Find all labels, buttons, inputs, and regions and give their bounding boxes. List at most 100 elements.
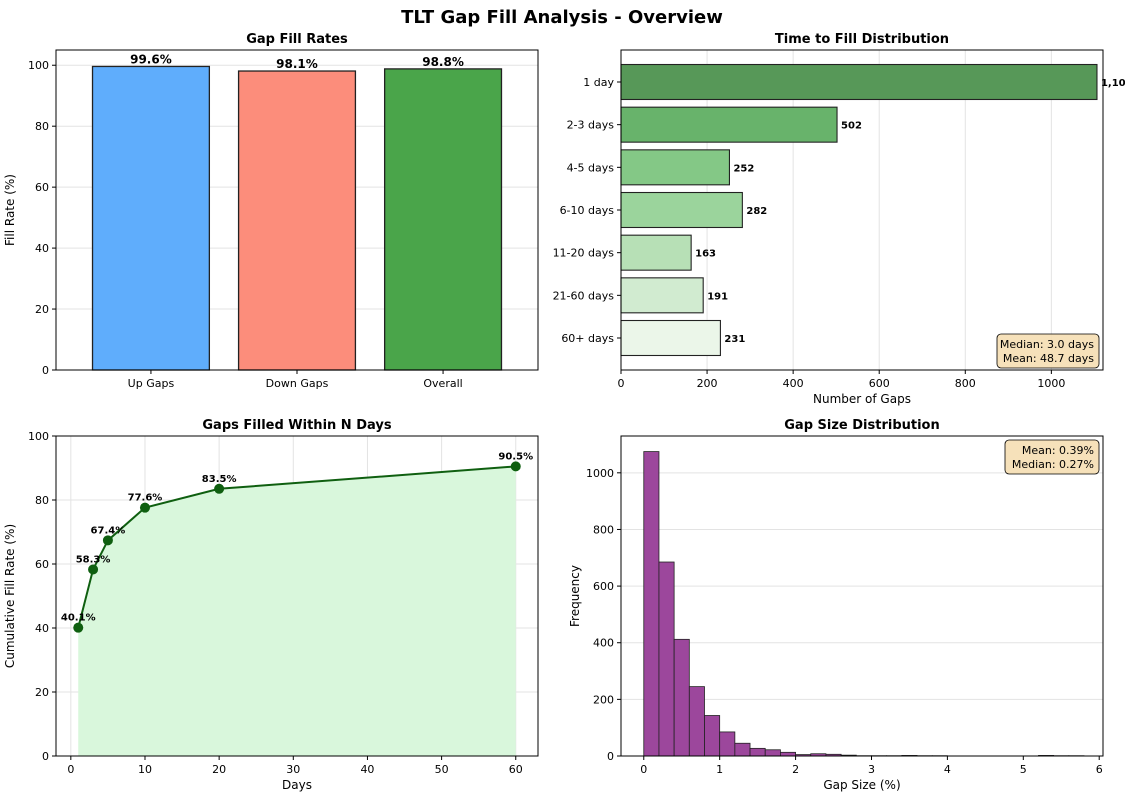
- histogram-bar: [658, 561, 675, 757]
- area-fill: [78, 466, 516, 756]
- point-data-label: 77.6%: [128, 493, 163, 504]
- histogram-bar: [780, 751, 796, 757]
- x-tick-label: 0: [67, 763, 74, 776]
- y-tick-label: 80: [35, 120, 49, 133]
- bar-data-label: 163: [695, 249, 716, 260]
- x-tick-label: Up Gaps: [128, 377, 175, 390]
- y-tick-label: 80: [35, 494, 49, 507]
- y-tick-label: 40: [35, 622, 49, 635]
- y-tick-label: 0: [42, 750, 49, 763]
- y-tick-label: 200: [593, 693, 614, 706]
- y-tick-label: 600: [593, 580, 614, 593]
- plot-frame: [55, 49, 539, 371]
- y-axis-label: Fill Rate (%): [3, 174, 17, 246]
- bar: [620, 63, 1098, 101]
- y-axis-label: Frequency: [568, 565, 582, 627]
- bar-data-label: 98.1%: [276, 57, 318, 71]
- point-data-label: 67.4%: [91, 525, 126, 536]
- x-tick-label: 2: [792, 763, 799, 776]
- histogram-bar: [643, 451, 660, 757]
- histogram-bar: [704, 715, 721, 757]
- bar-data-label: 98.8%: [422, 55, 464, 69]
- gaps-filled-within-n-days-chart: 0 10 20 30 40 50 60 0 20 40 60 80 100 40.1% 58.3% 67.4%…: [3, 418, 539, 792]
- x-tick-label: 800: [955, 377, 976, 390]
- x-tick-label: 40: [360, 763, 374, 776]
- x-tick-label: 20: [212, 763, 226, 776]
- y-tick-label: 20: [35, 303, 49, 316]
- point-data-label: 83.5%: [202, 474, 237, 485]
- bar: [237, 70, 357, 371]
- bar-data-label: 252: [733, 163, 754, 174]
- y-tick-label: 2-3 days: [567, 119, 615, 132]
- histogram-bar: [719, 731, 736, 757]
- x-tick-label: 1: [716, 763, 723, 776]
- chart-title: Gaps Filled Within N Days: [202, 418, 391, 433]
- x-axis-label: Gap Size (%): [823, 778, 900, 792]
- time-to-fill-chart: 0 200 400 600 800 1000 1,106 1 day 502 2-3 days 25…: [553, 32, 1125, 406]
- data-point: [510, 461, 521, 472]
- data-point: [102, 535, 113, 546]
- bar-data-label: 282: [746, 206, 767, 217]
- bar: [91, 65, 211, 371]
- y-tick-label: 6-10 days: [560, 204, 615, 217]
- x-axis-label: Number of Gaps: [813, 392, 911, 406]
- stats-text: Median: 0.27%: [1012, 458, 1094, 471]
- data-point: [214, 483, 225, 494]
- bar-data-label: 231: [724, 334, 745, 345]
- y-tick-label: 60: [35, 558, 49, 571]
- y-tick-label: 11-20 days: [553, 247, 615, 260]
- bar: [620, 319, 721, 357]
- bar: [620, 277, 704, 314]
- stats-box: [996, 333, 1100, 369]
- plot-frame: [55, 435, 539, 757]
- y-tick-label: 4-5 days: [567, 161, 615, 174]
- histogram-bar: [688, 686, 705, 757]
- plot-frame: [620, 49, 1104, 371]
- x-tick-label: 1000: [1037, 377, 1065, 390]
- chart-title: Gap Fill Rates: [246, 32, 348, 47]
- x-tick-label: 600: [869, 377, 890, 390]
- point-data-label: 90.5%: [498, 451, 533, 462]
- gap-fill-rates-chart: 0 20 40 60 80 100 99.6% Up Gaps 98.1% Down Gaps 98…: [3, 32, 539, 390]
- y-tick-label: 1000: [586, 467, 614, 480]
- x-tick-label: 0: [618, 377, 625, 390]
- data-point: [88, 564, 99, 575]
- x-tick-label: 4: [944, 763, 951, 776]
- x-tick-label: 10: [138, 763, 152, 776]
- bar: [620, 106, 838, 143]
- y-tick-label: 60+ days: [561, 332, 614, 345]
- y-tick-label: 0: [607, 750, 614, 763]
- bar: [620, 191, 743, 229]
- x-tick-label: 400: [783, 377, 804, 390]
- bar: [620, 149, 730, 186]
- x-tick-label: 5: [1020, 763, 1027, 776]
- x-tick-label: 6: [1096, 763, 1103, 776]
- x-tick-label: 200: [697, 377, 718, 390]
- histogram-bar: [734, 742, 751, 757]
- x-tick-label: 30: [286, 763, 300, 776]
- y-tick-label: 800: [593, 523, 614, 536]
- figure-title: TLT Gap Fill Analysis - Overview: [401, 7, 723, 28]
- y-tick-label: 1 day: [583, 76, 614, 89]
- x-tick-label: 3: [868, 763, 875, 776]
- y-tick-label: 21-60 days: [553, 289, 615, 302]
- x-tick-label: Down Gaps: [266, 377, 329, 390]
- x-tick-label: Overall: [423, 377, 462, 390]
- bar-data-label: 502: [841, 121, 862, 132]
- histogram-bar: [749, 747, 766, 757]
- series-line: [77, 465, 516, 628]
- y-tick-label: 60: [35, 181, 49, 194]
- bar-data-label: 191: [707, 291, 728, 302]
- x-axis-label: Days: [282, 778, 312, 792]
- bar: [383, 68, 503, 371]
- y-tick-label: 100: [28, 430, 49, 443]
- y-tick-label: 20: [35, 686, 49, 699]
- stats-text: Mean: 0.39%: [1022, 444, 1094, 457]
- chart-title: Time to Fill Distribution: [775, 32, 949, 47]
- plot-frame: [620, 435, 1104, 757]
- x-tick-label: 0: [640, 763, 647, 776]
- data-point: [73, 622, 84, 633]
- y-tick-label: 40: [35, 242, 49, 255]
- point-data-label: 58.3%: [76, 554, 111, 565]
